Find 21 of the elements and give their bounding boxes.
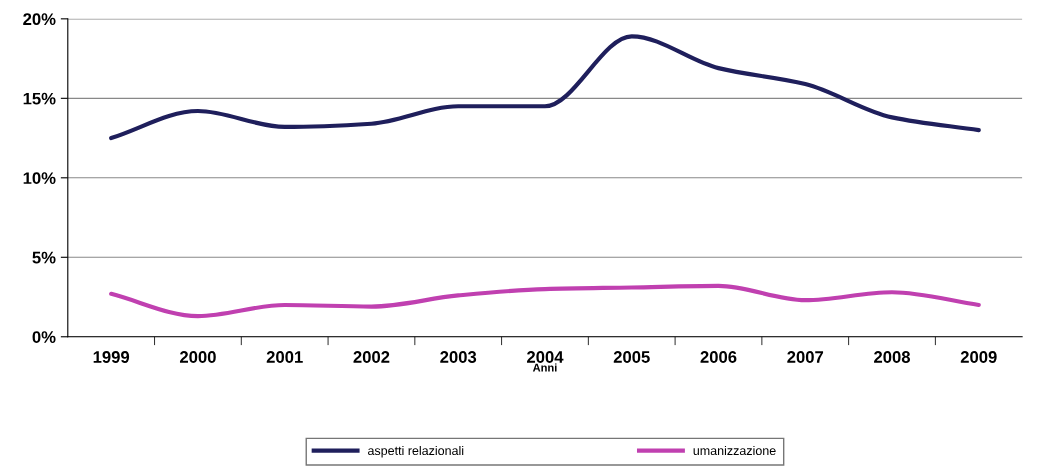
x-tick-label: 2007 <box>787 351 824 363</box>
y-tick-label: 15% <box>23 92 56 105</box>
legend-label: aspetti relazionali <box>368 445 464 458</box>
y-tick-label: 5% <box>32 251 56 264</box>
line-series <box>109 34 981 141</box>
x-tick-label: 2008 <box>874 351 911 363</box>
x-tick-label: 2005 <box>613 351 650 363</box>
x-tick-label: 1999 <box>93 351 130 363</box>
x-tick-label: 2009 <box>960 351 997 363</box>
legend-label: umanizzazione <box>693 445 776 456</box>
y-tick-label: 10% <box>23 172 56 185</box>
x-tick-label: 2006 <box>700 351 737 363</box>
x-tick-label: 2002 <box>353 351 390 363</box>
x-tick-label: 2004 <box>527 351 564 363</box>
line-series <box>109 283 981 319</box>
x-tick-label: 2000 <box>179 351 216 363</box>
x-tick-label: 2001 <box>266 351 303 363</box>
y-tick-label: 0% <box>32 331 56 343</box>
x-tick-label: 2003 <box>440 351 477 363</box>
x-axis-title: Anni <box>532 363 557 372</box>
y-tick-label: 20% <box>23 13 56 26</box>
